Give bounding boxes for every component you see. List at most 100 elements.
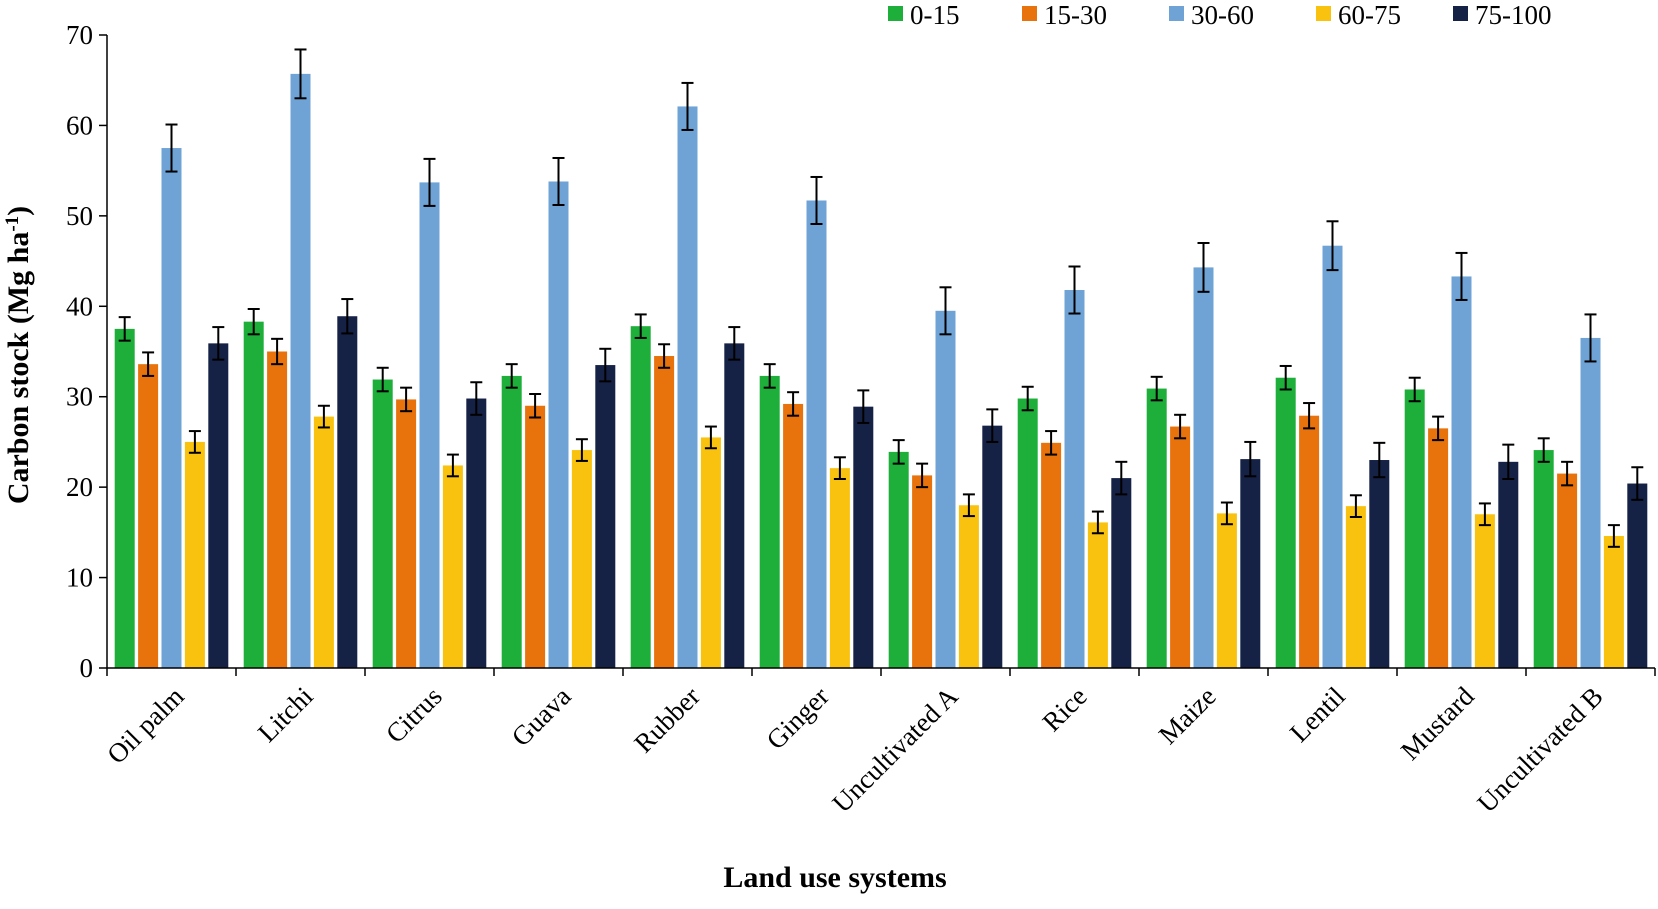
- bar: [1369, 460, 1390, 668]
- y-axis-title: Carbon stock (Mg ha-1): [2, 206, 35, 504]
- bar-group: [501, 156, 616, 668]
- legend-label: 60-75: [1338, 0, 1401, 30]
- x-category-label: Ginger: [761, 681, 835, 755]
- bar: [783, 403, 804, 668]
- x-category-label: Lentil: [1284, 681, 1351, 748]
- bar-group: [1404, 251, 1519, 668]
- x-category-label: Litchi: [252, 681, 319, 748]
- bar: [396, 399, 417, 668]
- bar: [1170, 426, 1191, 668]
- legend-swatch: [1022, 6, 1037, 21]
- bar: [677, 106, 698, 668]
- bar: [759, 375, 780, 668]
- bar: [208, 343, 229, 668]
- legend-label: 0-15: [910, 0, 960, 30]
- bar-group: [1017, 265, 1132, 668]
- bar: [419, 182, 440, 669]
- bar: [1041, 442, 1062, 668]
- y-axis-title-suffix: ): [2, 206, 35, 216]
- bar: [267, 351, 288, 668]
- bar: [1017, 398, 1038, 668]
- x-category-label: Uncultivated B: [1471, 681, 1608, 818]
- bar: [466, 398, 487, 668]
- x-axis-title: Land use systems: [723, 861, 946, 894]
- bar: [1299, 415, 1320, 668]
- bar: [935, 310, 956, 668]
- bar-group: [372, 157, 487, 669]
- y-tick-label: 40: [66, 291, 93, 321]
- legend: 0-15 15-30 30-60 60-75 75-100: [888, 0, 1552, 30]
- x-category-label: Mustard: [1395, 681, 1480, 766]
- x-category-label: Rubber: [628, 681, 705, 758]
- bar: [829, 468, 850, 668]
- bar-group: [1533, 313, 1648, 668]
- legend-item: 30-60: [1169, 0, 1254, 30]
- bar: [337, 316, 358, 668]
- x-category-label: Rice: [1037, 681, 1093, 737]
- bar: [161, 148, 182, 669]
- y-axis-title-superscript: -1: [2, 216, 23, 232]
- bar: [724, 343, 745, 668]
- legend-label: 75-100: [1475, 0, 1552, 30]
- bar: [548, 181, 569, 668]
- bar: [501, 375, 522, 668]
- bar: [372, 379, 393, 668]
- bar: [243, 321, 264, 668]
- legend-swatch: [1316, 6, 1331, 21]
- bar: [1627, 483, 1648, 668]
- legend-label: 30-60: [1191, 0, 1254, 30]
- bar-group: [1146, 241, 1261, 668]
- legend-item: 0-15: [888, 0, 960, 30]
- bar: [853, 406, 874, 668]
- y-tick-label: 60: [66, 110, 93, 140]
- bar: [184, 441, 205, 668]
- bar: [888, 451, 909, 668]
- bar: [595, 365, 616, 668]
- x-axis: Oil palm Litchi Citrus Guava Rubber GingerUnc…: [101, 667, 1656, 819]
- bar: [982, 425, 1003, 668]
- legend-label: 15-30: [1044, 0, 1107, 30]
- legend-swatch: [1169, 6, 1184, 21]
- bar: [1474, 514, 1495, 668]
- bar-group: [243, 48, 358, 669]
- bar: [1603, 535, 1624, 668]
- bar: [958, 505, 979, 668]
- y-tick-label: 10: [66, 563, 93, 593]
- bars: [114, 48, 1648, 669]
- bar: [1216, 513, 1237, 668]
- bar: [114, 328, 135, 668]
- y-tick-label: 30: [66, 382, 93, 412]
- bar: [1087, 522, 1108, 668]
- bar-group: [888, 286, 1003, 668]
- bar: [1428, 428, 1449, 668]
- x-category-label: Maize: [1153, 681, 1222, 750]
- bar: [313, 416, 334, 668]
- bar: [525, 405, 546, 668]
- y-axis: 0 10 20 30 40 50 60 70: [66, 20, 108, 683]
- bar: [630, 326, 651, 668]
- bar: [1240, 459, 1261, 668]
- bar: [700, 437, 721, 668]
- y-tick-label: 0: [80, 653, 94, 683]
- bar: [1404, 389, 1425, 668]
- legend-item: 75-100: [1453, 0, 1552, 30]
- bar: [1064, 290, 1085, 668]
- bar-group: [759, 175, 874, 668]
- bar: [912, 475, 933, 668]
- legend-swatch: [888, 6, 903, 21]
- y-tick-label: 50: [66, 201, 93, 231]
- bar: [571, 450, 592, 668]
- y-tick-label: 20: [66, 472, 93, 502]
- bar-group: [1275, 220, 1390, 668]
- legend-swatch: [1453, 6, 1468, 21]
- bar: [1275, 377, 1296, 668]
- bar: [442, 465, 463, 668]
- y-axis-title-main: Carbon stock (Mg ha: [2, 232, 35, 505]
- legend-item: 15-30: [1022, 0, 1107, 30]
- bar: [1533, 450, 1554, 668]
- x-category-label: Uncultivated A: [826, 681, 964, 819]
- bar: [1193, 267, 1214, 668]
- y-tick-label: 70: [66, 20, 93, 50]
- x-category-label: Guava: [506, 681, 577, 752]
- bar: [1557, 473, 1578, 668]
